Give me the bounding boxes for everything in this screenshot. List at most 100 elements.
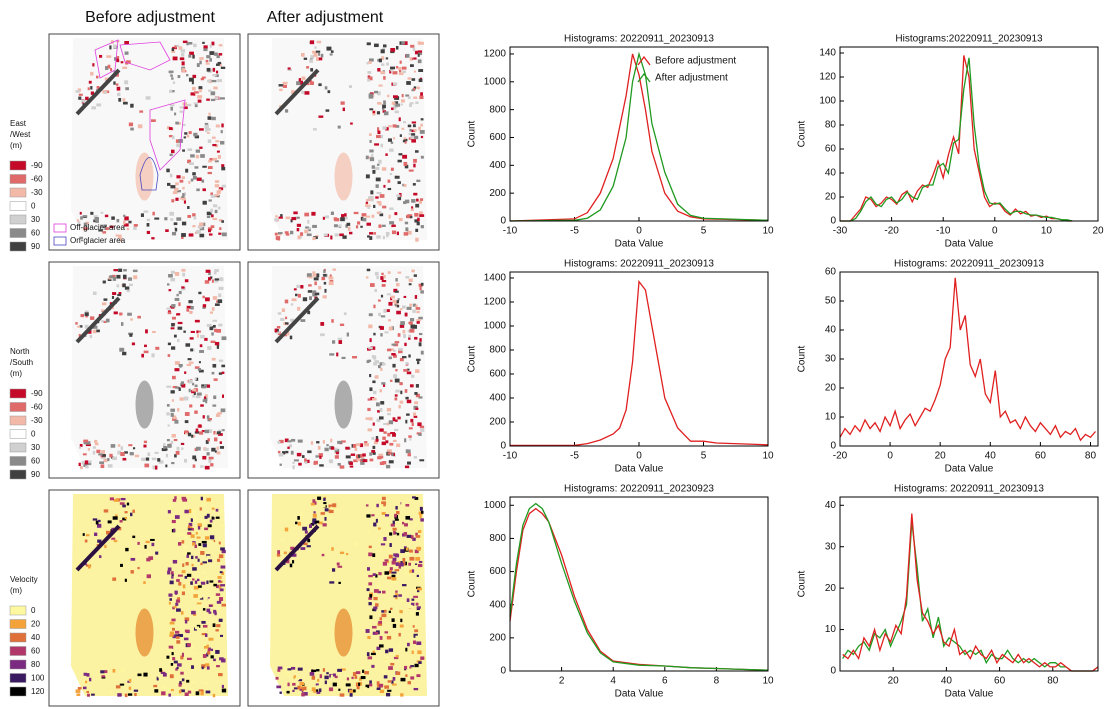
speckle — [208, 637, 214, 641]
speckle — [124, 511, 128, 514]
speckle — [319, 674, 323, 679]
speckle — [403, 565, 407, 569]
speckle — [374, 288, 377, 293]
speckle — [221, 394, 224, 398]
dark-ridge — [75, 68, 121, 116]
speckle — [180, 689, 185, 693]
speckle — [206, 513, 210, 518]
speckle — [394, 304, 397, 307]
x-axis-label: Data Value — [945, 464, 994, 475]
speckle — [167, 607, 171, 610]
speckle — [339, 233, 344, 237]
speckle — [90, 316, 95, 320]
speckle — [374, 90, 379, 94]
speckle — [290, 219, 293, 223]
speckle — [178, 122, 181, 125]
speckle — [218, 618, 223, 622]
speckle — [130, 557, 136, 561]
speckle — [196, 177, 202, 181]
speckle — [385, 440, 389, 444]
speckle — [418, 126, 421, 131]
speckle — [340, 217, 345, 222]
speckle — [311, 675, 316, 680]
speckle — [204, 447, 209, 451]
speckle — [406, 306, 412, 310]
speckle — [408, 549, 413, 553]
speckle — [414, 401, 419, 405]
speckle — [405, 552, 410, 556]
speckle — [371, 214, 375, 218]
y-tick-label: 40 — [825, 500, 837, 511]
speckle — [128, 444, 133, 447]
speckle — [184, 279, 189, 283]
speckle — [400, 561, 403, 564]
speckle — [415, 203, 420, 208]
speckle — [405, 396, 409, 400]
speckle — [116, 56, 120, 59]
speckle — [169, 153, 173, 157]
speckle — [94, 216, 99, 221]
speckle — [293, 288, 297, 291]
speckle — [381, 669, 387, 674]
dark-ridge — [274, 524, 320, 572]
speckle — [123, 223, 129, 227]
speckle — [170, 662, 174, 666]
speckle — [330, 50, 334, 53]
speckle — [327, 516, 332, 520]
speckle — [219, 588, 224, 592]
speckle — [274, 232, 278, 236]
speckle — [419, 214, 425, 217]
y-tick-label: 40 — [825, 168, 837, 179]
speckle — [417, 53, 420, 57]
speckle — [77, 221, 81, 225]
speckle — [109, 453, 113, 458]
speckle — [123, 214, 126, 218]
speckle — [176, 532, 181, 537]
speckle — [293, 516, 297, 519]
speckle — [158, 460, 164, 464]
speckle — [178, 633, 184, 637]
speckle — [128, 220, 132, 224]
speckle — [388, 214, 391, 219]
legend-label: 80 — [31, 660, 40, 669]
speckle — [165, 448, 168, 451]
speckle — [392, 71, 398, 75]
speckle — [366, 514, 371, 518]
speckle — [314, 281, 317, 286]
speckle — [83, 440, 88, 445]
speckle — [368, 324, 373, 329]
speckle — [93, 215, 98, 218]
speckle — [206, 608, 211, 613]
y-tick-label: 400 — [489, 393, 506, 404]
speckle — [409, 556, 415, 561]
speckle — [368, 683, 373, 687]
speckle — [200, 562, 203, 566]
speckle — [407, 642, 410, 647]
speckle — [387, 689, 392, 692]
speckle — [306, 233, 312, 237]
speckle — [304, 229, 309, 234]
speckle — [369, 236, 373, 240]
speckle — [366, 268, 371, 272]
speckle — [313, 689, 317, 693]
speckle — [191, 665, 194, 669]
speckle — [146, 552, 152, 556]
speckle — [312, 520, 317, 525]
speckle — [391, 680, 394, 685]
legend-label: 60 — [31, 457, 40, 466]
speckle — [183, 396, 189, 401]
speckle — [182, 40, 188, 44]
speckle — [402, 305, 406, 309]
speckle — [414, 336, 418, 340]
speckle — [194, 544, 198, 549]
speckle — [313, 53, 318, 57]
speckle — [366, 652, 370, 657]
speckle — [212, 157, 217, 161]
speckle — [124, 41, 130, 45]
speckle — [100, 211, 104, 214]
speckle — [187, 532, 192, 535]
speckle — [370, 346, 376, 350]
speckle — [300, 232, 304, 236]
speckle — [386, 293, 391, 296]
plot-frame — [509, 271, 769, 447]
